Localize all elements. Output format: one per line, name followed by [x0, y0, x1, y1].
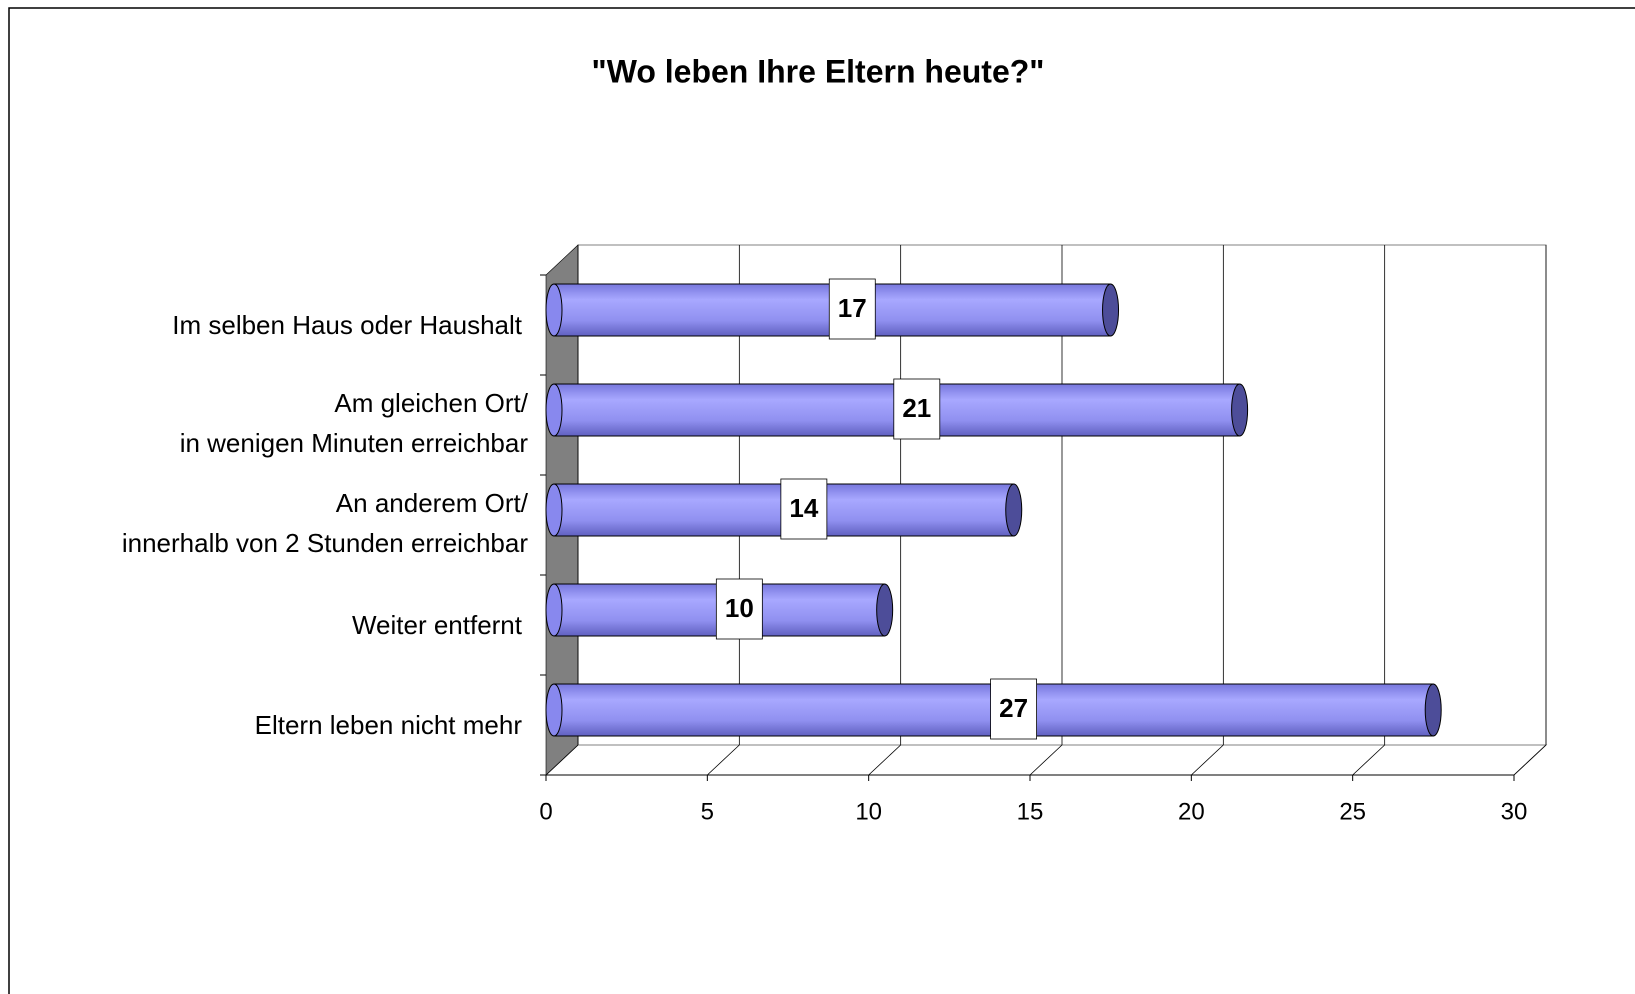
bar-start-cap [545, 683, 563, 737]
value-label-box [990, 678, 1037, 740]
x-tick-label: 15 [1017, 798, 1044, 825]
bar-end-cap [1102, 283, 1120, 337]
value-label: 27 [999, 693, 1028, 723]
x-tick-label: 5 [701, 798, 714, 825]
value-label: 17 [838, 293, 867, 323]
y-tick-label: Weiter entfernt [352, 610, 523, 640]
value-label: 21 [902, 393, 931, 423]
x-tick-label: 30 [1501, 798, 1528, 825]
value-label-box [893, 378, 941, 440]
bar-end-cap [876, 583, 894, 637]
floor-grid-line [868, 744, 901, 776]
floor-grid-line [1029, 744, 1063, 776]
y-tick-label: An anderem Ort/ [336, 488, 529, 518]
bar-start-cap [545, 283, 563, 337]
bar-start-cap [545, 483, 563, 537]
floor-grid-line [1513, 744, 1547, 776]
floor-grid-line [707, 744, 740, 776]
x-tick-label: 0 [539, 798, 552, 825]
value-label-box [828, 278, 876, 340]
bar-start-cap [545, 583, 563, 637]
y-tick-label: Eltern leben nicht mehr [255, 710, 523, 740]
value-label: 10 [725, 593, 754, 623]
value-label: 14 [789, 493, 818, 523]
y-tick-label: innerhalb von 2 Stunden erreichbar [122, 528, 529, 558]
bar-end-cap [1005, 483, 1023, 537]
floor-grid-line [545, 744, 579, 776]
x-tick-label: 25 [1339, 798, 1366, 825]
value-label-box [715, 578, 763, 640]
value-label-box [780, 478, 828, 540]
y-tick-label: in wenigen Minuten erreichbar [180, 428, 529, 458]
bar-end-cap [1424, 683, 1442, 737]
floor-grid-line [1352, 744, 1385, 776]
bar-start-cap [545, 383, 563, 437]
bar-end-cap [1231, 383, 1249, 437]
x-tick-label: 20 [1178, 798, 1205, 825]
y-tick-label: Am gleichen Ort/ [334, 388, 528, 418]
y-tick-label: Im selben Haus oder Haushalt [172, 310, 523, 340]
floor-grid-line [1191, 744, 1224, 776]
x-tick-label: 10 [855, 798, 882, 825]
chart-title: "Wo leben Ihre Eltern heute?" [592, 53, 1045, 89]
